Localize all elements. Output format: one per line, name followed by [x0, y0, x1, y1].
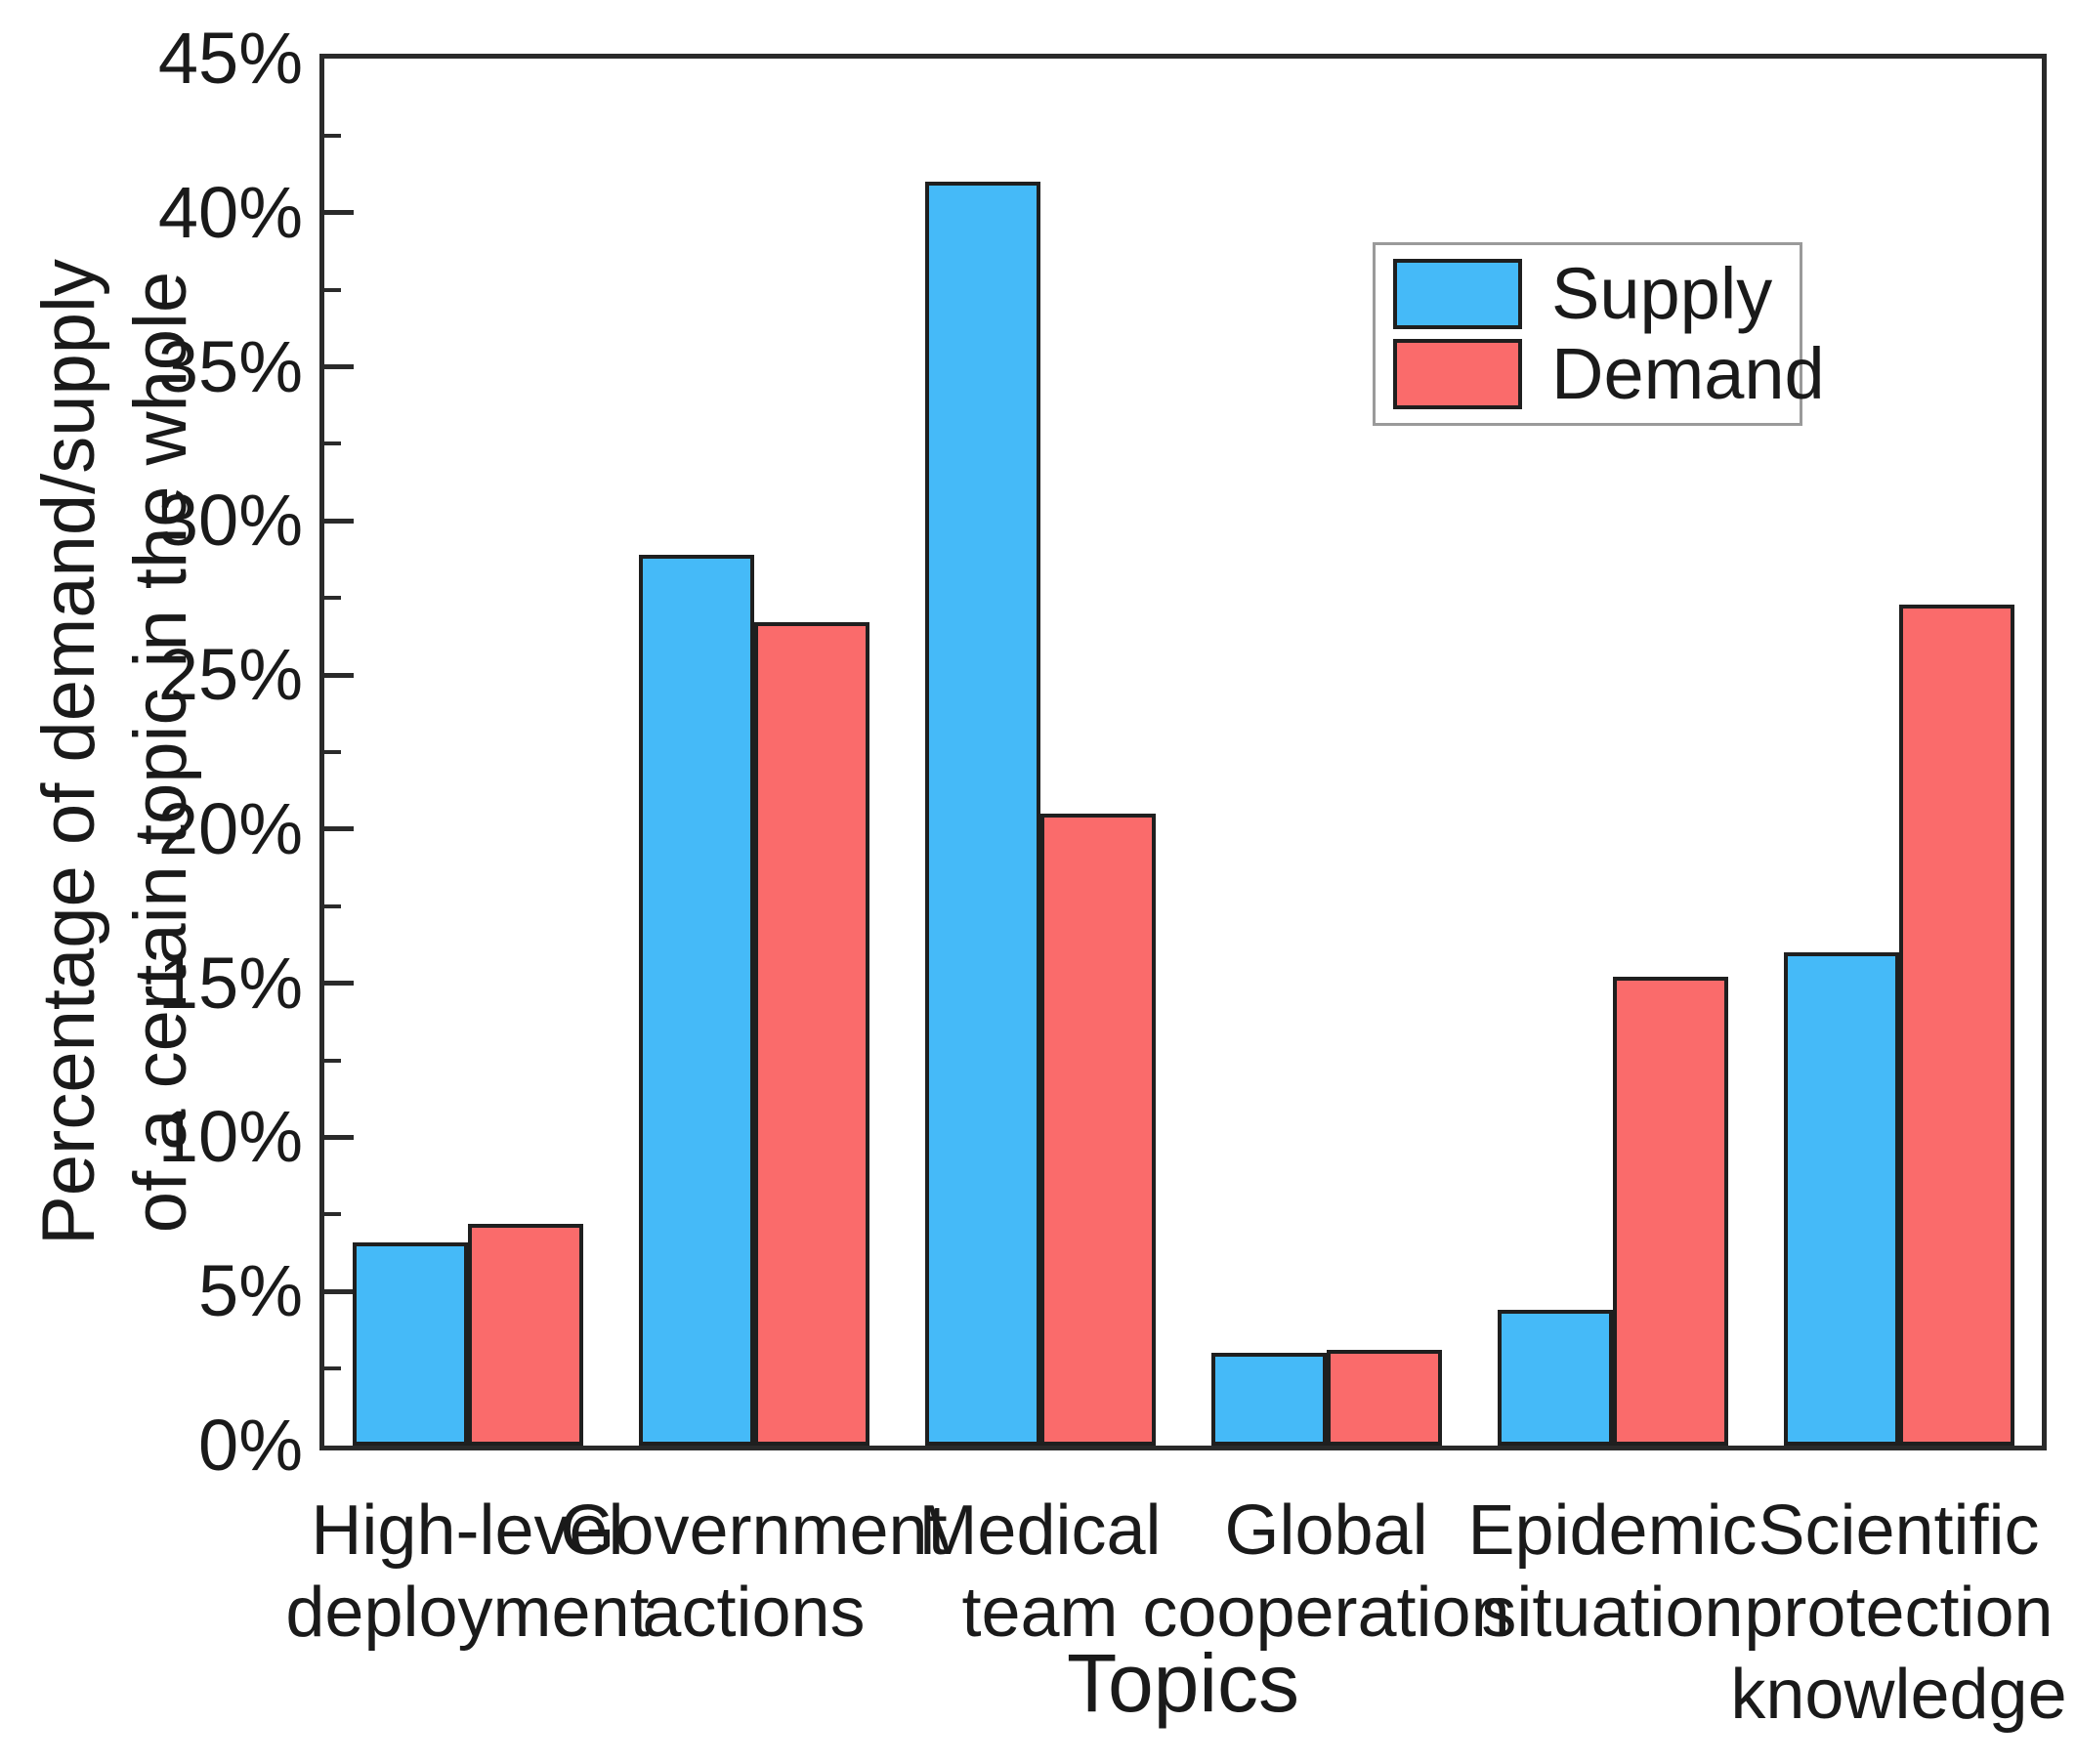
supply-color-swatch: [1393, 259, 1522, 329]
y-axis-minor-tick: [324, 1058, 341, 1063]
y-tick-label: 30%: [157, 480, 303, 562]
x-category-label: Epidemic situation: [1467, 1491, 1758, 1652]
legend-item-demand: Demand: [1393, 337, 1825, 411]
y-axis-minor-tick: [324, 750, 341, 754]
y-axis-minor-tick: [324, 1212, 341, 1217]
demand-bar-4: [1326, 1350, 1442, 1446]
y-axis-major-tick: [324, 1134, 354, 1140]
supply-bar-2: [638, 555, 754, 1446]
demand-bar-1: [467, 1223, 583, 1446]
demand-bar-3: [1039, 814, 1156, 1446]
legend-label-supply: Supply: [1551, 253, 1773, 334]
y-axis-minor-tick: [324, 133, 341, 138]
y-tick-label: 45%: [157, 18, 303, 99]
plot-area: Supply Demand: [319, 54, 2047, 1450]
y-axis-major-tick: [324, 981, 354, 987]
x-category-label: High-level deployment: [285, 1491, 650, 1652]
y-axis-minor-tick: [324, 1366, 341, 1371]
y-axis-major-tick: [324, 826, 354, 832]
demand-bar-5: [1612, 977, 1728, 1446]
y-axis-minor-tick: [324, 596, 341, 601]
y-axis-minor-tick: [324, 441, 341, 446]
y-tick-label: 20%: [157, 787, 303, 869]
y-tick-label: 35%: [157, 325, 303, 407]
x-category-label: Medical team: [918, 1491, 1162, 1652]
y-axis-major-tick: [324, 1288, 354, 1294]
demand-bar-6: [1898, 604, 2014, 1446]
x-category-label: Government actions: [560, 1491, 948, 1652]
y-axis-minor-tick: [324, 903, 341, 908]
x-category-label: Global cooperation: [1142, 1491, 1510, 1652]
y-axis-major-tick: [324, 672, 354, 678]
y-tick-label: 25%: [157, 634, 303, 716]
legend: Supply Demand: [1373, 242, 1825, 426]
y-tick-label: 15%: [157, 942, 303, 1024]
y-tick-label: 10%: [157, 1096, 303, 1178]
y-tick-label: 5%: [198, 1250, 303, 1332]
legend-label-demand: Demand: [1551, 333, 1825, 414]
supply-bar-6: [1783, 952, 1899, 1446]
demand-bar-2: [753, 622, 869, 1446]
y-axis-major-tick: [324, 210, 354, 216]
legend-item-supply: Supply: [1393, 257, 1782, 331]
y-axis-major-tick: [324, 364, 354, 370]
y-axis-minor-tick: [324, 287, 341, 292]
supply-bar-4: [1210, 1353, 1327, 1446]
supply-bar-1: [352, 1241, 468, 1446]
x-axis-title: Topics: [1066, 1637, 1300, 1729]
y-tick-label: 0%: [198, 1405, 303, 1486]
demand-color-swatch: [1393, 339, 1522, 409]
supply-bar-3: [924, 182, 1040, 1446]
y-axis-major-tick: [324, 518, 354, 524]
supply-bar-5: [1497, 1310, 1613, 1446]
y-axis-title-line1: Percentage of demand/supply: [27, 259, 110, 1245]
y-tick-label: 40%: [157, 171, 303, 253]
x-category-label: Scientific protection knowledge: [1730, 1491, 2067, 1734]
